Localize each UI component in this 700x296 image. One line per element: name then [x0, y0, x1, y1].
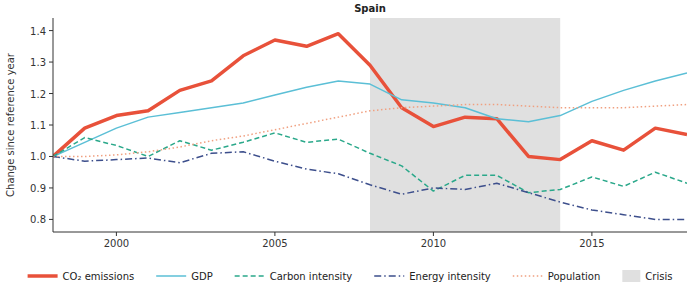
x-tick-label: 2005 [262, 238, 287, 249]
legend-label: CO₂ emissions [63, 271, 135, 282]
y-tick-label: 1.3 [30, 57, 46, 68]
series-line [53, 73, 687, 156]
y-tick-label: 1.0 [30, 151, 46, 162]
legend-swatch [513, 275, 543, 277]
y-tick [49, 62, 53, 63]
legend-label: Energy intensity [409, 271, 491, 282]
y-tick [49, 187, 53, 188]
legend-swatch [374, 275, 404, 277]
series-line [53, 34, 687, 160]
x-tick [433, 232, 434, 236]
legend-item: Crisis [622, 270, 672, 282]
series-line [53, 133, 687, 193]
x-tick-label: 2000 [104, 238, 129, 249]
title: Spain [354, 3, 386, 14]
chart: 0.8 0.9 1.0 1.1 1.2 1.3 1.4 2000 2005 2010 2015 Spa… [0, 0, 700, 296]
legend-label: GDP [191, 271, 212, 282]
legend-item: Population [513, 271, 601, 282]
y-tick-label: 1.2 [30, 89, 46, 100]
legend: CO₂ emissions GDP Carbon intensity Energy i… [28, 270, 673, 282]
y-tick-label: 1.4 [30, 26, 46, 37]
y-tick [49, 219, 53, 220]
y-tick-label: 1.1 [30, 120, 46, 131]
legend-swatch [156, 275, 186, 277]
y-tick [49, 125, 53, 126]
series-line [53, 152, 687, 220]
x-tick-label: 2015 [579, 238, 604, 249]
y-tick [49, 156, 53, 157]
y-tick [49, 30, 53, 31]
y-tick-label: 0.9 [30, 183, 46, 194]
y-tick-label: 0.8 [30, 214, 46, 225]
y-tick [49, 93, 53, 94]
crisis-band [370, 18, 560, 232]
x-tick [591, 232, 592, 236]
legend-item: GDP [156, 271, 212, 282]
legend-item: Energy intensity [374, 271, 491, 282]
plot-area [53, 18, 687, 232]
legend-item: CO₂ emissions [28, 271, 135, 282]
x-tick [116, 232, 117, 236]
legend-swatch [28, 274, 58, 278]
x-tick-label: 2010 [421, 238, 446, 249]
legend-swatch [235, 275, 265, 277]
legend-label: Crisis [645, 271, 672, 282]
x-tick [274, 232, 275, 236]
legend-label: Carbon intensity [270, 271, 353, 282]
series-line [53, 105, 687, 157]
legend-swatch [622, 270, 640, 282]
legend-item: Carbon intensity [235, 271, 353, 282]
legend-label: Population [548, 271, 601, 282]
y-axis-label: Change since reference year [5, 52, 16, 197]
